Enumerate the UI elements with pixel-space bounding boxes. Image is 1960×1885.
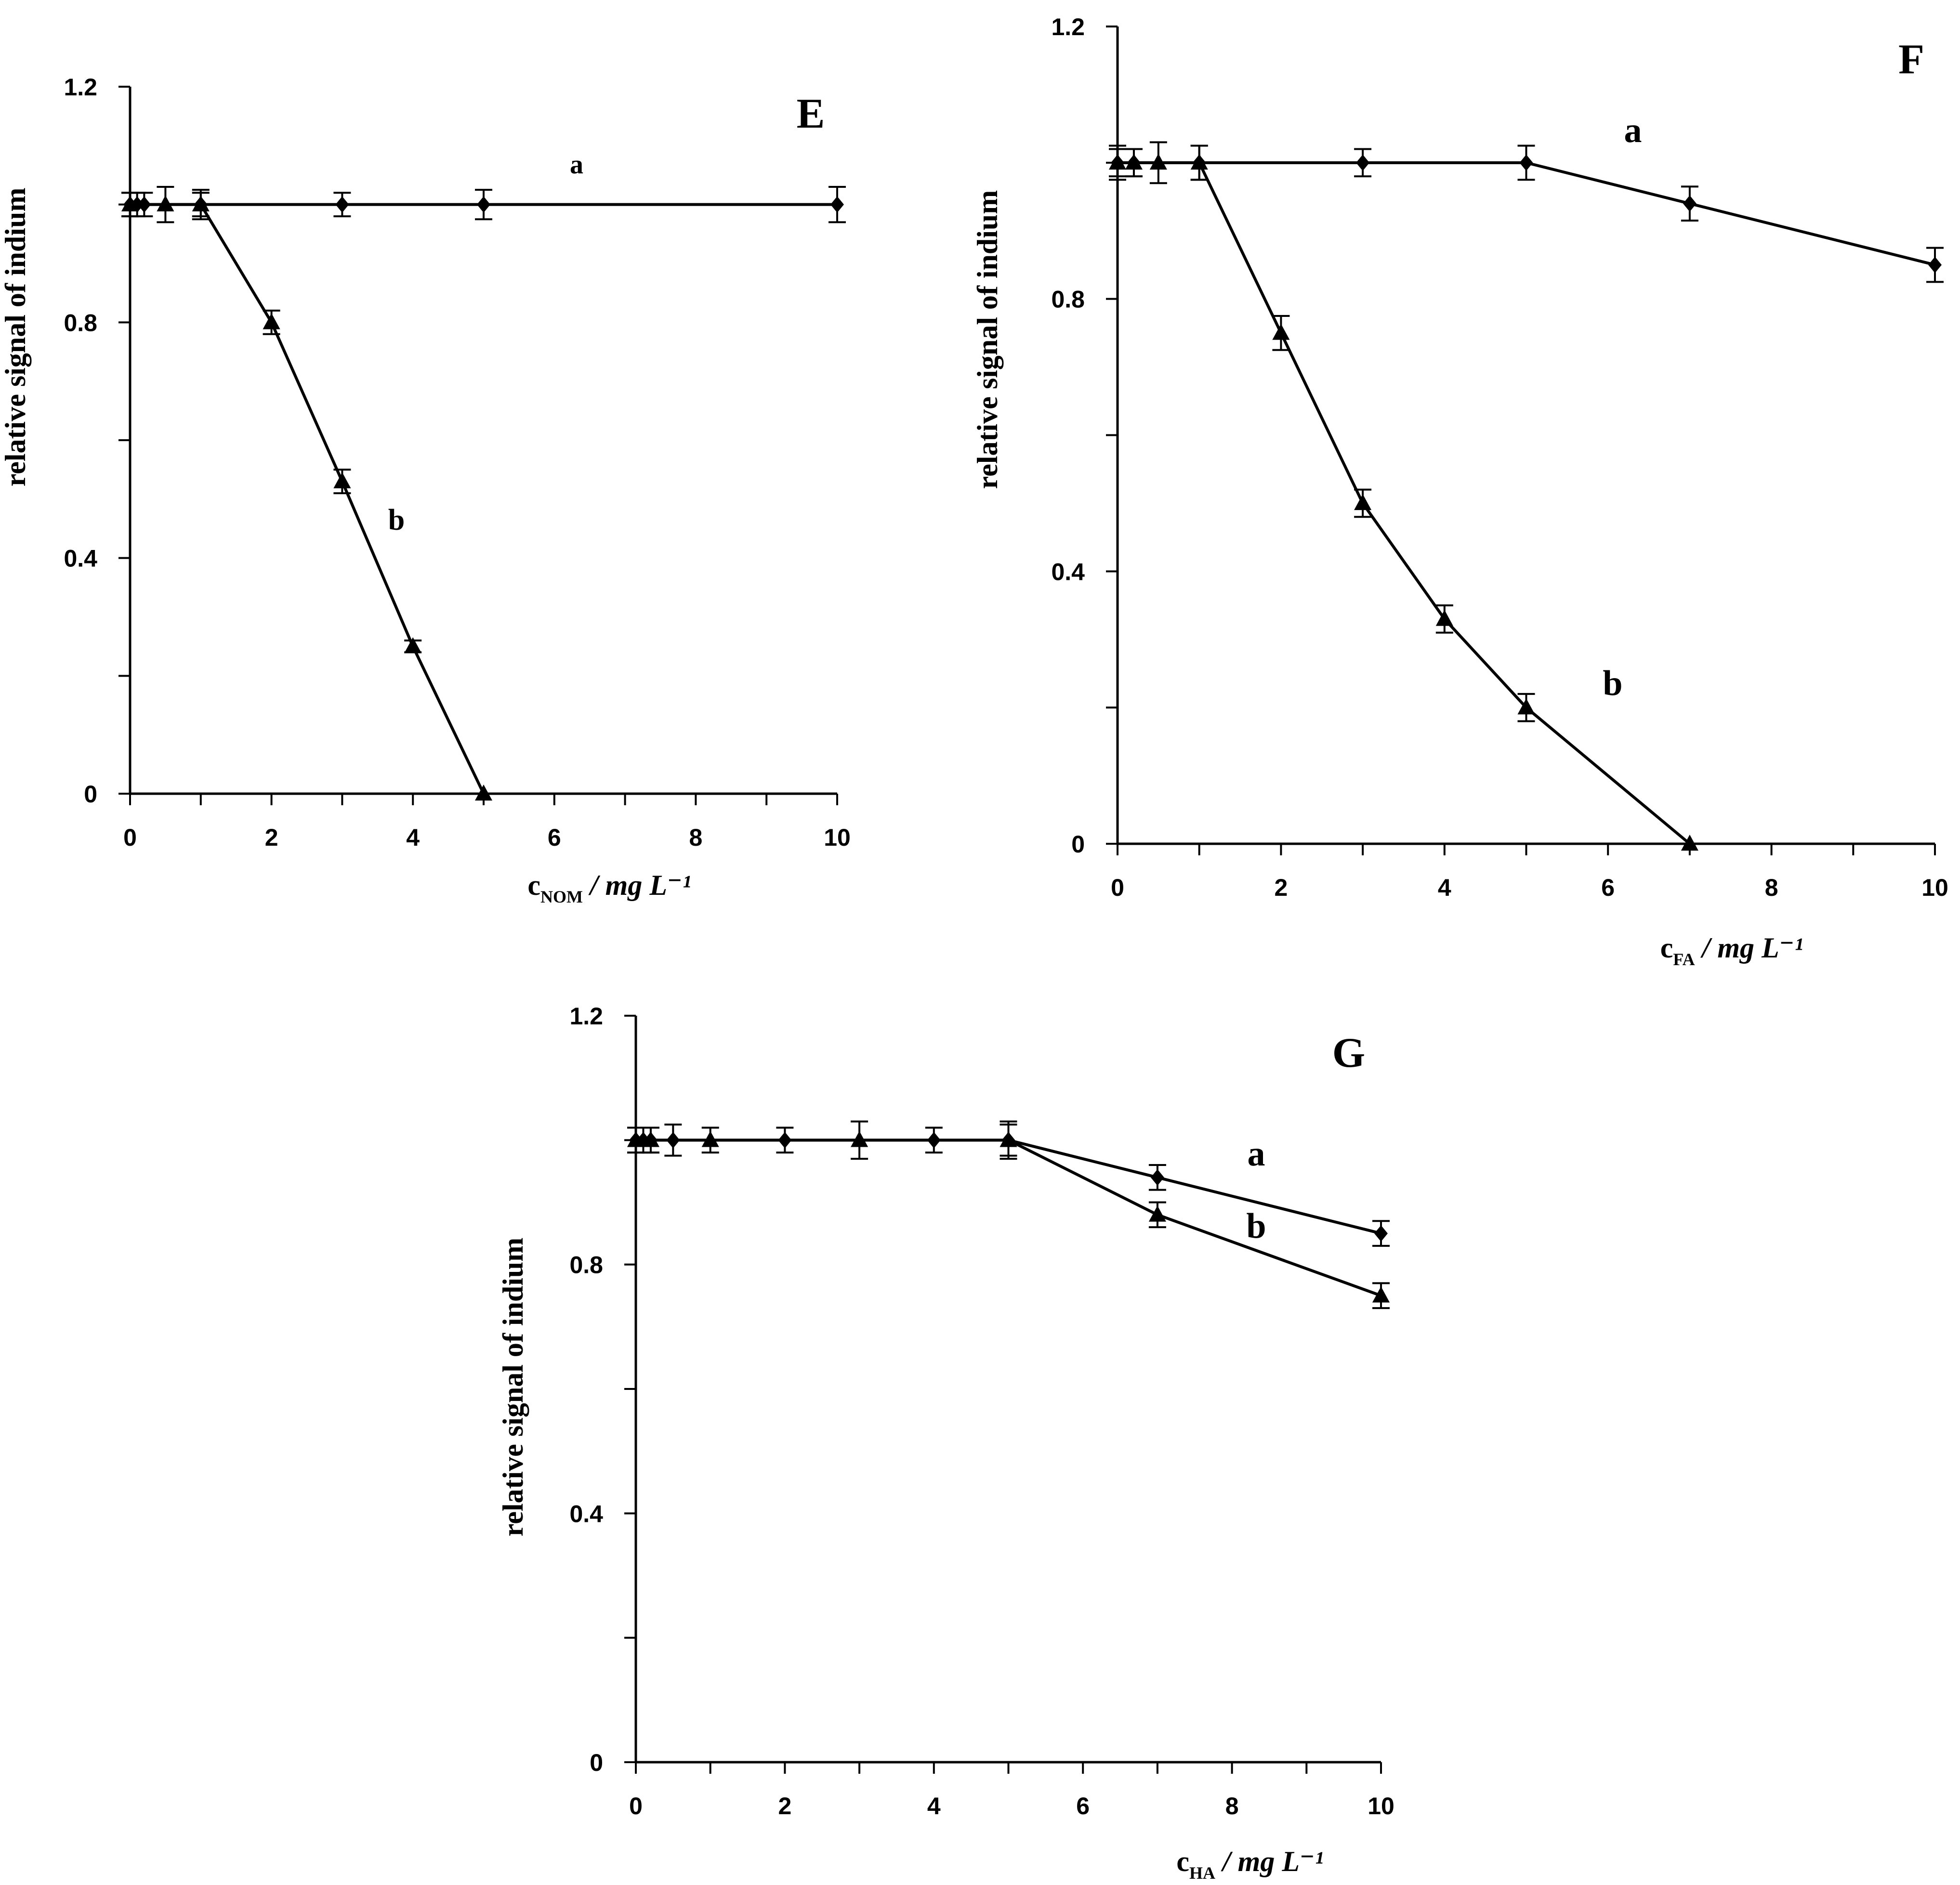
series-line [130, 203, 485, 795]
data-point [1517, 698, 1535, 715]
x-tick-label: 4 [927, 1793, 941, 1820]
series-line [1118, 161, 1691, 845]
data-point [263, 313, 280, 329]
data-point [1272, 324, 1290, 340]
data-point [474, 785, 493, 801]
x-axis-title: cFA / mg L⁻¹ [1660, 932, 1803, 969]
data-point [1683, 195, 1697, 212]
panel-letter: G [1332, 1030, 1365, 1076]
data-point [851, 1131, 868, 1147]
data-point [1374, 1225, 1388, 1242]
data-point [1108, 153, 1127, 170]
x-tick-label: 10 [824, 824, 851, 851]
series-label-a: a [570, 150, 583, 180]
y-tick-label: 0 [590, 1749, 603, 1776]
x-axis-title-subscript: NOM [540, 887, 583, 906]
x-tick-label: 8 [1765, 874, 1778, 901]
data-point [1928, 256, 1942, 273]
x-axis-title: cNOM / mg L⁻¹ [527, 869, 691, 906]
y-axis-title: relative signal of indium [0, 188, 31, 487]
panel-g: 0 2 4 6 8 10 0 0.4 0.8 1.2 relative signal of indi… [497, 1003, 1394, 1883]
data-point [1000, 1131, 1017, 1147]
data-point [1190, 153, 1208, 170]
x-tick-label: 2 [778, 1793, 791, 1820]
x-tick-label: 8 [689, 824, 702, 851]
y-tick-label: 0.8 [64, 309, 97, 336]
x-tick-label: 4 [1438, 874, 1451, 901]
y-tick-label: 1.2 [569, 1003, 603, 1030]
data-point [121, 195, 139, 211]
y-axis-title: relative signal of indium [497, 1238, 529, 1537]
y-tick-label: 0 [84, 781, 97, 808]
x-axis-title-base: c [1176, 1846, 1189, 1877]
panel-letter: E [797, 91, 825, 137]
x-tick-label: 6 [1076, 1793, 1090, 1820]
y-tick-label: 1.2 [64, 74, 97, 101]
data-point [404, 637, 422, 654]
series-label-a: a [1624, 111, 1642, 150]
y-tick-label: 0.4 [64, 545, 97, 572]
series-label-a: a [1248, 1134, 1265, 1174]
y-tick-label: 0.4 [569, 1500, 603, 1527]
x-tick-label: 10 [1921, 874, 1948, 901]
series-label-b: b [1603, 664, 1622, 703]
y-tick-label: 0.8 [569, 1252, 603, 1279]
x-axis-title-base: c [527, 869, 540, 901]
series-label-b: b [1246, 1206, 1266, 1246]
x-tick-label: 0 [1111, 874, 1124, 901]
x-axis-title-base: c [1660, 932, 1673, 964]
panel-f: 0 2 4 6 8 10 0 0.4 0.8 1.2 relative signal of indi… [972, 13, 1948, 969]
x-axis-title-subscript: FA [1673, 950, 1695, 969]
data-point [627, 1131, 645, 1147]
series-line [636, 1139, 1382, 1297]
x-axis-title-unit: / mg L⁻¹ [1695, 932, 1803, 964]
y-tick-label: 0.4 [1051, 558, 1085, 585]
data-point [192, 195, 210, 211]
data-point [1150, 1169, 1164, 1186]
x-axis-title-unit: / mg L⁻¹ [1215, 1846, 1324, 1877]
data-point [1354, 494, 1372, 511]
series-a [1109, 144, 1944, 283]
data-point [1125, 153, 1143, 170]
series-a [121, 185, 846, 223]
y-axis-title: relative signal of indium [972, 190, 1003, 489]
x-tick-label: 4 [406, 824, 420, 851]
data-point [477, 196, 490, 213]
x-tick-label: 0 [629, 1793, 643, 1820]
x-tick-label: 2 [265, 824, 278, 851]
data-point [1681, 835, 1698, 851]
data-point [1435, 610, 1453, 626]
data-point [1519, 154, 1533, 171]
x-axis-title-unit: / mg L⁻¹ [583, 869, 691, 901]
data-point [1149, 153, 1167, 170]
series-b [121, 185, 493, 801]
panel-e: 0 2 4 6 8 10 0 0.4 0.8 1.2 relative signal of indi… [0, 74, 851, 906]
x-tick-label: 8 [1225, 1793, 1239, 1820]
data-point [701, 1131, 719, 1147]
x-tick-label: 2 [1274, 874, 1288, 901]
x-tick-label: 10 [1368, 1793, 1394, 1820]
data-point [333, 472, 351, 488]
data-point [1356, 154, 1370, 171]
y-tick-label: 1.2 [1051, 13, 1085, 40]
data-point [830, 196, 844, 213]
data-point [642, 1131, 659, 1147]
x-tick-label: 6 [1601, 874, 1615, 901]
data-point [1372, 1286, 1390, 1303]
series-b [1108, 141, 1698, 851]
series-label-b: b [388, 504, 405, 537]
y-tick-label: 0.8 [1051, 286, 1085, 313]
panel-letter: F [1898, 36, 1924, 83]
data-point [157, 195, 174, 211]
x-axis-title: cHA / mg L⁻¹ [1176, 1846, 1323, 1883]
series-b [627, 1120, 1390, 1309]
y-tick-label: 0 [1071, 831, 1085, 858]
x-tick-label: 0 [123, 824, 137, 851]
data-point [335, 196, 349, 213]
x-axis-title-subscript: HA [1189, 1863, 1215, 1883]
data-point [1148, 1205, 1166, 1222]
x-tick-label: 6 [548, 824, 561, 851]
